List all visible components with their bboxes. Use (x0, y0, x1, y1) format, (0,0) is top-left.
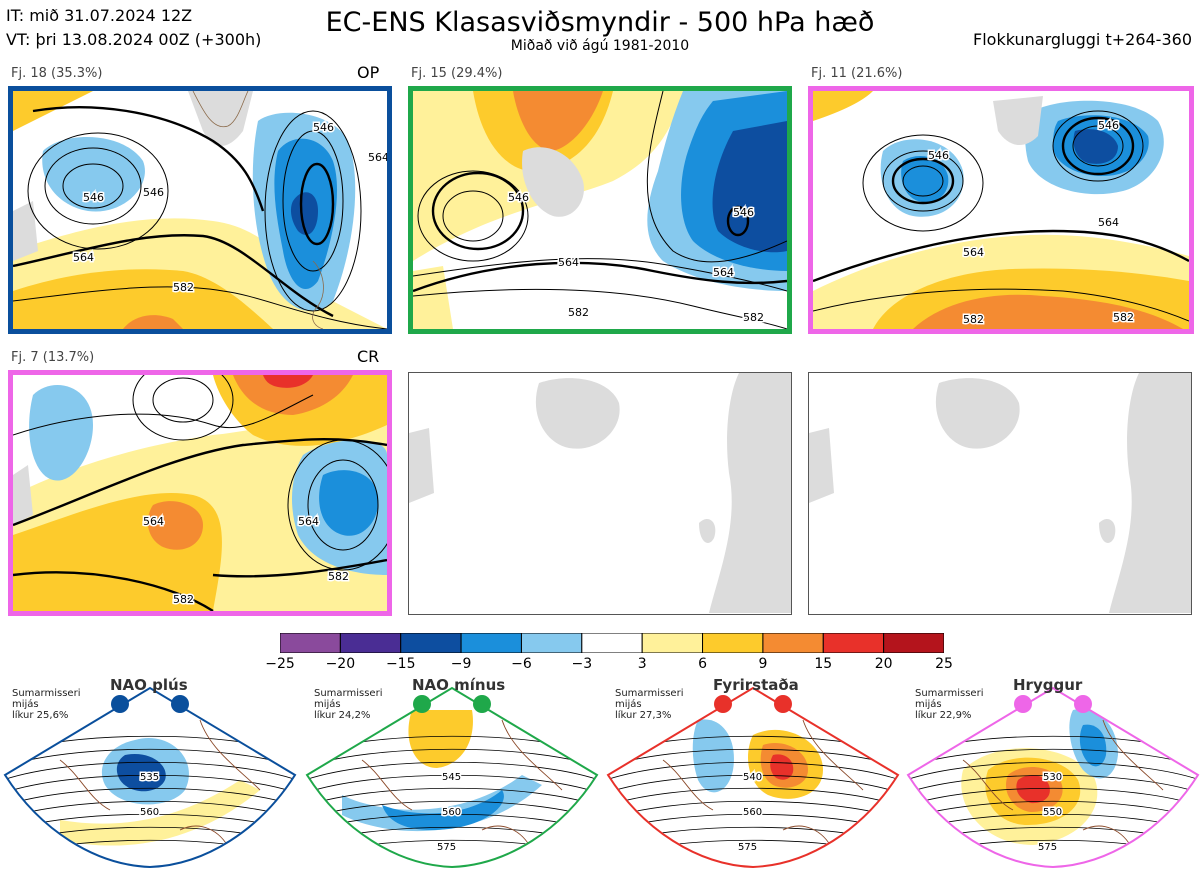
regime-contour-label: 560 (140, 807, 159, 818)
regime-name: NAO mínus (412, 676, 506, 694)
regime-marker-dot (413, 695, 431, 713)
colorbar-tick-label: 9 (758, 656, 768, 672)
contour-label: 546 (313, 121, 334, 134)
contour-label: 564 (1098, 216, 1119, 229)
contour-label: 564 (73, 251, 94, 264)
valid-time: VT: þri 13.08.2024 00Z (+300h) (6, 30, 262, 49)
regime-marker-dot (1074, 695, 1092, 713)
colorbar-cell (400, 633, 462, 653)
contour-label: 564 (143, 515, 164, 528)
contour-label: 546 (83, 191, 104, 204)
colorbar-tick-label: 3 (637, 656, 647, 672)
regime-contour-label: 535 (140, 772, 159, 783)
contour-label: 564 (298, 515, 319, 528)
colorbar-tick-label: 20 (874, 656, 893, 672)
colorbar-cell (762, 633, 824, 653)
regime-map-4: 530 550 575 (906, 686, 1200, 869)
colorbar-cell (280, 633, 341, 653)
contour-label: 582 (173, 593, 194, 606)
cluster-map-1: 546 546 564 564 582 546 (8, 86, 392, 334)
regime-note: Sumarmisseri mijás líkur 22,9% (915, 688, 984, 721)
contour-label: 564 (558, 256, 579, 269)
cluster-map-3: 546 546 564 564 582 582 (808, 86, 1194, 334)
contour-label: 564 (963, 246, 984, 259)
colorbar-tick-label: −20 (325, 656, 356, 672)
colorbar-tick-label: −9 (450, 656, 472, 672)
colorbar-tick-label: −6 (511, 656, 532, 672)
regime-contour-label: 550 (1043, 807, 1062, 818)
empty-map-1 (408, 372, 792, 615)
panel-4-label: Fj. 7 (13.7%) (11, 350, 95, 365)
colorbar-cell (581, 633, 643, 653)
regime-note: Sumarmisseri mijás líkur 24,2% (314, 688, 383, 721)
init-time: IT: mið 31.07.2024 12Z (6, 6, 193, 25)
colorbar-cell (641, 633, 704, 653)
regime-map-2: 545 560 575 (305, 686, 599, 869)
colorbar-tick-label: −15 (385, 656, 416, 672)
colorbar (280, 633, 944, 653)
regime-name: Hryggur (1013, 676, 1083, 694)
contour-label: 582 (963, 313, 984, 326)
regime-marker-dot (473, 695, 491, 713)
regime-marker-dot (171, 695, 189, 713)
colorbar-cell (702, 633, 764, 653)
colorbar-tick-label: 25 (935, 656, 953, 672)
contour-label: 582 (328, 570, 349, 583)
colorbar-tick-label: 15 (814, 656, 833, 672)
classification-window: Flokkunargluggi t+264-360 (973, 30, 1192, 49)
regime-contour-label: 560 (743, 807, 762, 818)
contour-label: 582 (743, 311, 764, 324)
regime-contour-label: 540 (743, 772, 762, 783)
regime-marker-dot (111, 695, 129, 713)
empty-map-2 (808, 372, 1192, 615)
contour-label: 546 (733, 206, 754, 219)
panel-4-tag: CR (357, 347, 380, 366)
regime-name: Fyrirstaða (713, 676, 799, 694)
colorbar-cell (339, 633, 402, 653)
page-subtitle: Miðað við ágú 1981-2010 (510, 38, 690, 54)
contour-label: 546 (928, 149, 949, 162)
panel-1-label: Fj. 18 (35.3%) (11, 66, 103, 81)
contour-label: 564 (713, 266, 734, 279)
colorbar-cell (883, 633, 944, 653)
colorbar-cell (520, 633, 583, 653)
panel-3-label: Fj. 11 (21.6%) (811, 66, 903, 81)
regime-note: Sumarmisseri mijás líkur 27,3% (615, 688, 684, 721)
regime-map-3: 540 560 575 (606, 686, 900, 869)
panel-1-tag: OP (357, 63, 380, 82)
colorbar-tick-label: −25 (265, 656, 295, 672)
contour-label: 546 (143, 186, 164, 199)
panel-2-label: Fj. 15 (29.4%) (411, 66, 503, 81)
contour-label: 582 (568, 306, 589, 319)
regime-contour-label: 560 (442, 807, 461, 818)
contour-label: 582 (173, 281, 194, 294)
regime-marker-dot (1014, 695, 1032, 713)
contour-label: 546 (508, 191, 529, 204)
contour-label: 546 (1098, 119, 1119, 132)
regime-contour-label: 575 (437, 842, 456, 853)
regime-note: Sumarmisseri mijás líkur 25,6% (12, 688, 81, 721)
regime-map-1: 535 560 (3, 686, 297, 869)
regime-marker-dot (714, 695, 732, 713)
regime-marker-dot (774, 695, 792, 713)
regime-contour-label: 530 (1043, 772, 1062, 783)
colorbar-cell (822, 633, 885, 653)
regime-name: NAO plús (110, 676, 188, 694)
page-title: EC-ENS Klasasviðsmyndir - 500 hPa hæð (325, 7, 875, 38)
regime-contour-label: 545 (442, 772, 461, 783)
regime-contour-label: 575 (1038, 842, 1057, 853)
contour-label: 564 (368, 151, 387, 164)
colorbar-cell (460, 633, 522, 653)
regime-contour-label: 575 (738, 842, 757, 853)
colorbar-tick-label: −3 (571, 656, 593, 672)
cluster-map-4: 564 564 582 582 (8, 370, 392, 616)
cluster-map-2: 546 546 564 564 582 582 (408, 86, 792, 334)
colorbar-tick-label: 6 (698, 656, 707, 672)
contour-label: 582 (1113, 311, 1134, 324)
